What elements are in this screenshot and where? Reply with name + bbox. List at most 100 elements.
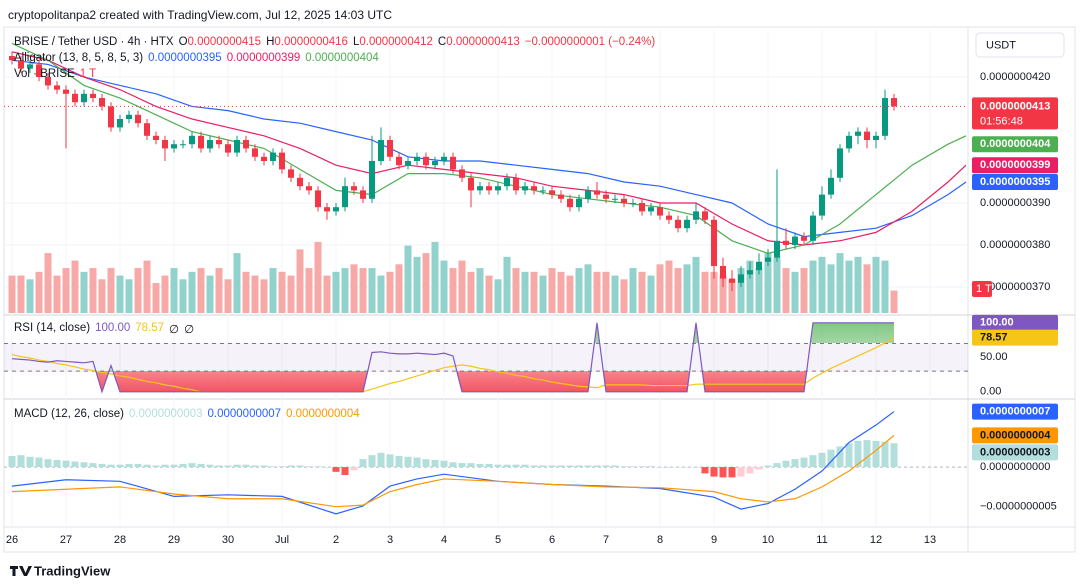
macd-hist-bar <box>305 466 313 468</box>
macd-hist-bar <box>98 463 106 468</box>
alligator-name: Alligator (13, 8, 5, 8, 5, 3) <box>14 52 144 64</box>
macd-hist-bar <box>233 464 241 468</box>
volume-bar <box>728 279 736 313</box>
volume-bar <box>863 264 871 313</box>
macd-hist-bar <box>458 463 466 468</box>
candle-body <box>126 114 132 120</box>
x-tick-label: 9 <box>711 534 717 546</box>
frame <box>3 26 1076 553</box>
candle-body <box>243 140 249 149</box>
brand-logo <box>10 566 32 576</box>
candle-body <box>522 186 528 191</box>
volume-bar <box>710 271 718 313</box>
volume-bar <box>377 275 385 313</box>
macd-hist-bar <box>872 440 880 468</box>
volume-bar <box>71 260 79 313</box>
macd-hist-bar <box>755 467 763 470</box>
volume-bar <box>422 253 430 313</box>
volume-bar <box>98 279 106 313</box>
volume-bar <box>629 268 637 313</box>
candle-body <box>324 207 330 212</box>
macd-hist-bar <box>17 455 25 468</box>
candle-body <box>441 156 447 162</box>
price-badge <box>972 97 1058 130</box>
volume-bar <box>755 268 763 313</box>
macd-hist-bar <box>26 456 34 468</box>
macd-hist-bar <box>566 465 574 468</box>
volume-bar <box>530 271 538 313</box>
rsi-ma-badge-label: 78.57 <box>980 332 1008 344</box>
candle-body <box>9 56 15 61</box>
macd-hist-bar <box>62 460 70 468</box>
candle-body <box>612 198 618 200</box>
rsi-tick-label: 0.00 <box>980 386 1001 398</box>
macd-hist-bar <box>134 463 142 468</box>
macd-hist-bar <box>89 463 97 468</box>
macd-hist-bar <box>161 464 169 468</box>
volume-bar <box>296 249 304 313</box>
candle-body <box>27 64 33 69</box>
volume-bar <box>836 253 844 313</box>
rsi-tick-label: 50.00 <box>980 351 1008 363</box>
macd-hist-bar <box>602 465 610 468</box>
volume-bar <box>503 256 511 313</box>
candle-body <box>153 135 159 141</box>
alligator-badge-label: 0.0000000404 <box>980 138 1051 150</box>
ohlc-value: 0.0000000415 <box>187 36 262 48</box>
candle-body <box>585 190 591 199</box>
macd-hist-bar <box>269 466 277 468</box>
rsi-under-fill <box>12 371 894 392</box>
macd-hist-bar <box>71 461 79 468</box>
candle-body <box>549 190 555 195</box>
volume-bar <box>368 268 376 313</box>
macd-hist-bar <box>152 465 160 468</box>
x-tick-label: 12 <box>870 534 882 546</box>
rsi-badge <box>972 314 1058 331</box>
macd-legend: MACD (12, 26, close) 0.0000000003 0.000000… <box>14 408 360 420</box>
candle-body <box>828 177 834 195</box>
rsi-extra: ∅ <box>184 324 195 336</box>
candle-body <box>810 215 816 241</box>
macd-hist-bar <box>467 463 475 468</box>
volume-bar <box>719 275 727 313</box>
alligator-line <box>11 51 967 246</box>
volume-bar <box>611 275 619 313</box>
volume-bar <box>737 268 745 313</box>
candle-body <box>729 278 735 283</box>
candle-body <box>405 161 411 166</box>
volume-bar <box>458 260 466 313</box>
volume-bar <box>683 264 691 313</box>
macd-hist-bar <box>350 467 358 471</box>
macd-hist-bar <box>440 460 448 468</box>
candle-body <box>90 93 96 99</box>
macd-hist-bar <box>665 467 673 468</box>
macd-hist-bar <box>656 467 664 468</box>
volume-bar <box>467 271 475 313</box>
volume-bar <box>674 268 682 313</box>
candle-body <box>702 211 708 220</box>
candle-body <box>873 135 879 141</box>
volume-badge <box>972 281 992 297</box>
alligator-badge <box>972 173 1058 190</box>
macd-badge <box>972 403 1058 420</box>
macd-hist-bar <box>260 465 268 468</box>
macd-hist-bar <box>476 463 484 468</box>
volume-bar <box>17 275 25 313</box>
candle-body <box>36 64 42 78</box>
candle-body <box>297 177 303 187</box>
macd-hist-bar <box>323 467 331 468</box>
currency-button[interactable] <box>975 32 1065 58</box>
volume-bar <box>602 271 610 313</box>
candle-body <box>720 265 726 279</box>
macd-hist-bar <box>404 456 412 468</box>
macd-hist-bar <box>845 443 853 468</box>
x-tick-label: 3 <box>387 534 393 546</box>
macd-hist-bar <box>791 459 799 468</box>
candle-body <box>216 140 222 145</box>
volume-bar <box>134 268 142 313</box>
x-tick-label: 29 <box>168 534 180 546</box>
volume-bar <box>476 268 484 313</box>
volume-bar <box>854 256 862 313</box>
candle-body <box>189 135 195 145</box>
volume-bar <box>575 268 583 313</box>
